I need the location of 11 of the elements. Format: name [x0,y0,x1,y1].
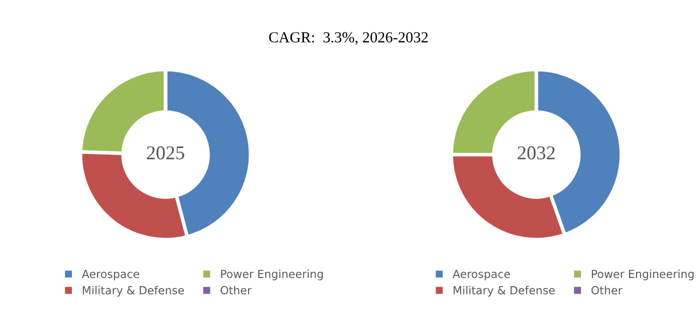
legend-label: Military & Defense [454,286,555,297]
legend-label: Other [591,286,622,294]
legend-label: Aerospace [452,270,510,280]
text: 2025 [146,146,184,160]
legend-label: Other [220,286,252,294]
legend-label: Military & Defense [82,286,184,297]
legend-label: Power Engineering [221,270,323,280]
text: 2032 [518,146,555,160]
chart-title: CAGR: 3.3%, 2026-2032 [269,32,428,45]
legend-label: Aerospace [82,270,140,280]
legend-label: Power Engineering [592,270,694,280]
